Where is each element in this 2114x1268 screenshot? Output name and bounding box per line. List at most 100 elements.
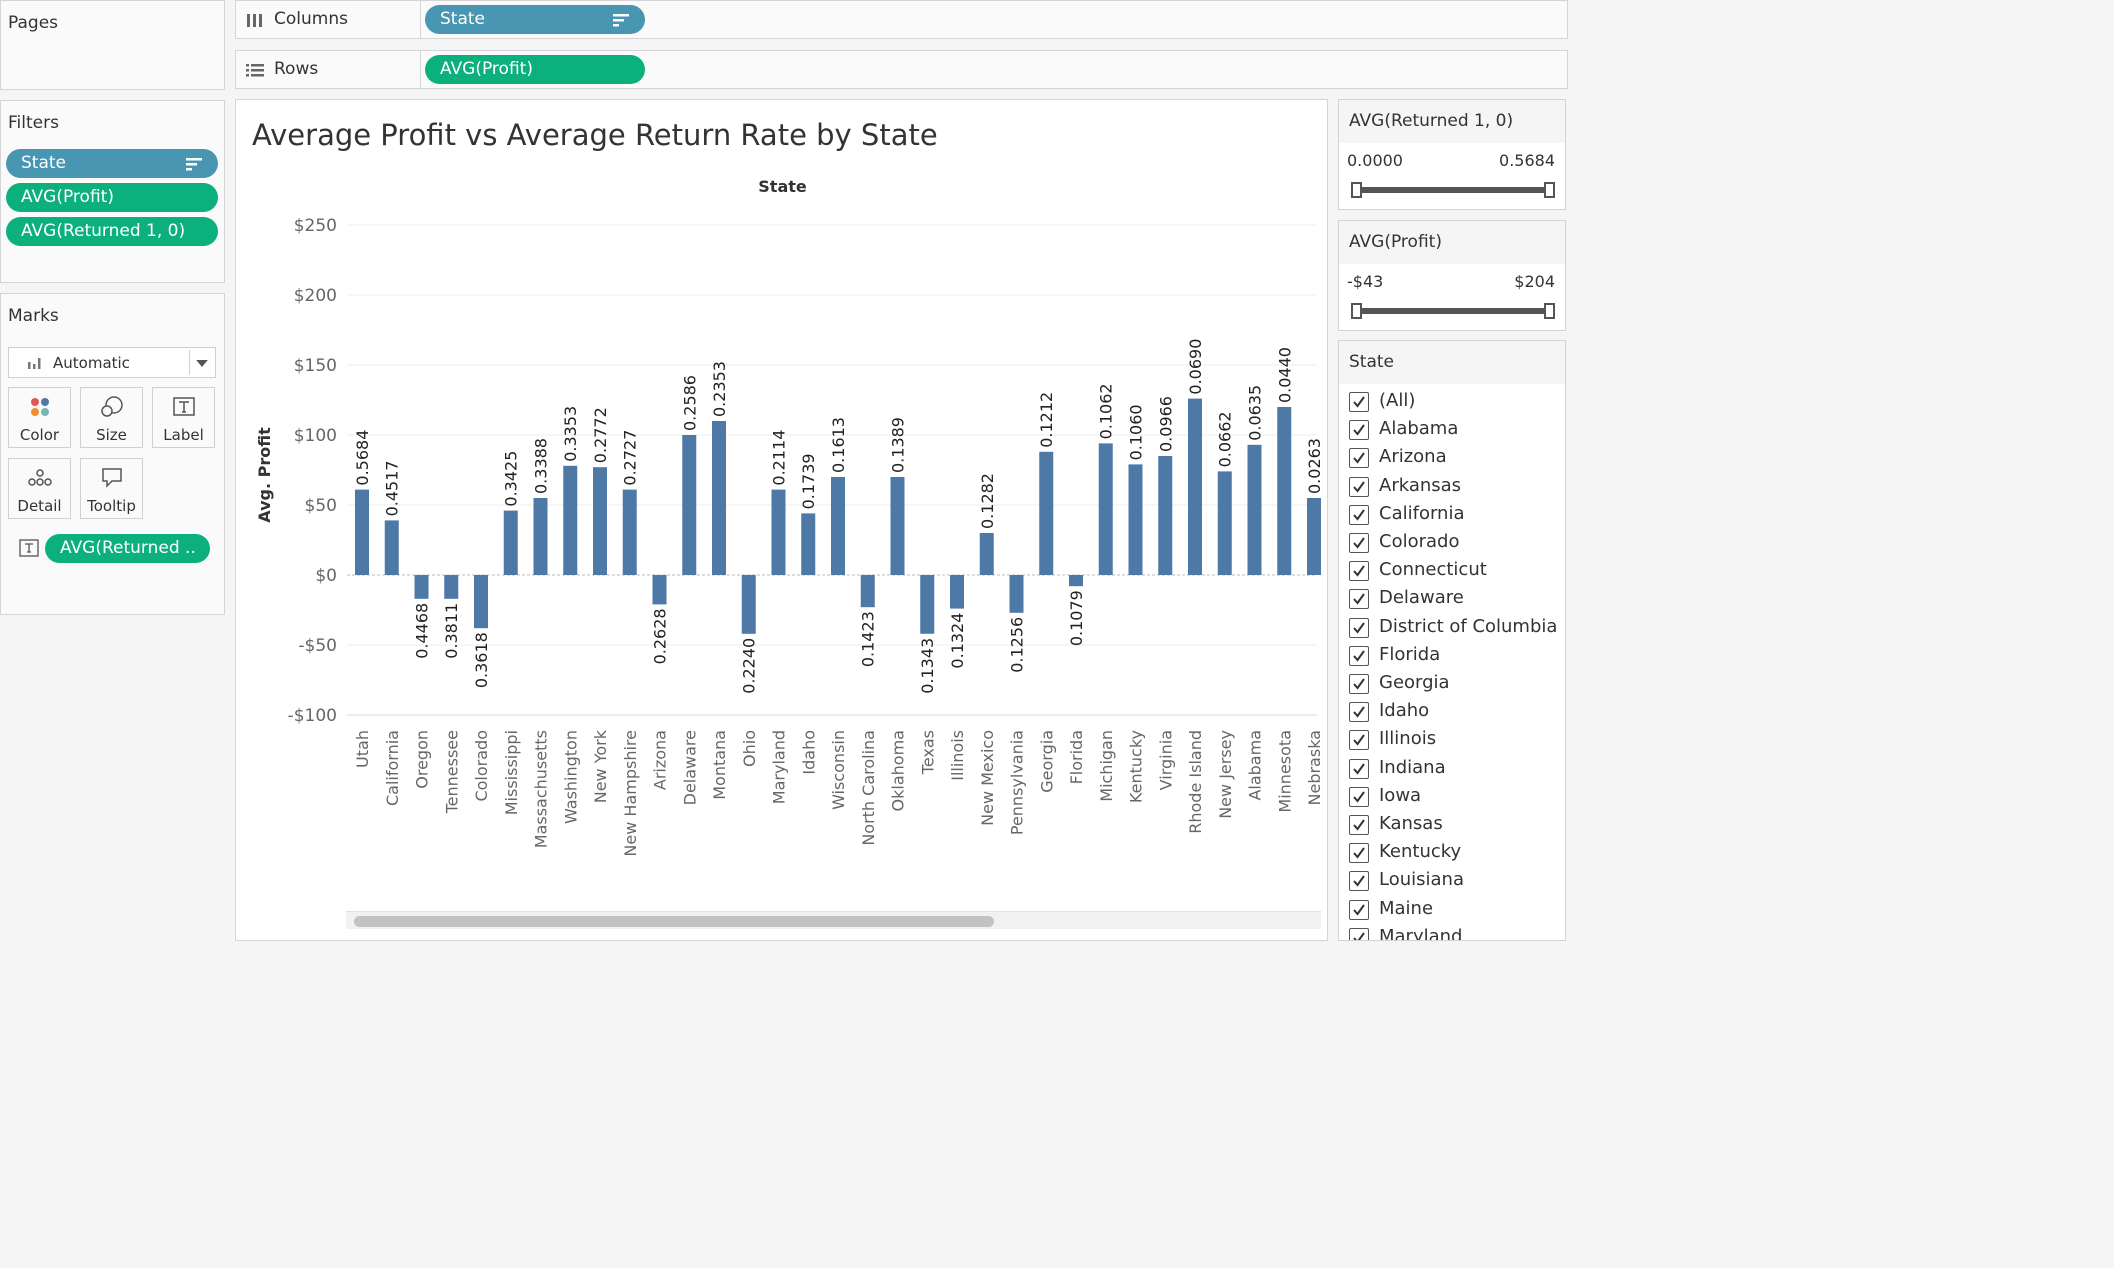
bar[interactable] <box>474 575 488 629</box>
columns-shelf[interactable]: Columns State <box>235 0 1568 39</box>
size-button[interactable]: Size <box>80 387 143 448</box>
checkbox[interactable] <box>1349 533 1369 553</box>
bar[interactable] <box>384 520 399 575</box>
bar[interactable] <box>1217 471 1232 575</box>
detail-button[interactable]: Detail <box>8 458 71 519</box>
checkbox[interactable] <box>1349 617 1369 638</box>
state-checkbox-label: Iowa <box>1379 784 1422 806</box>
state-checkbox-label: Georgia <box>1379 672 1450 693</box>
checkbox[interactable] <box>1349 504 1369 525</box>
columns-pill-state[interactable]: State <box>425 5 645 34</box>
filter-pill-state[interactable]: State <box>6 149 218 178</box>
x-tick-label: New Hampshire <box>621 730 640 857</box>
bar[interactable] <box>741 575 756 634</box>
filter-pill-avg-profit[interactable]: AVG(Profit) <box>6 183 218 212</box>
checkmark-icon <box>1353 932 1365 940</box>
bar[interactable] <box>801 513 816 575</box>
bar[interactable] <box>950 575 964 609</box>
returned-slider-max-handle[interactable] <box>1544 182 1555 198</box>
checkbox[interactable] <box>1349 702 1369 723</box>
checkbox[interactable] <box>1349 561 1369 582</box>
state-checkbox-label: Idaho <box>1379 700 1430 722</box>
x-tick-label: Idaho <box>799 730 818 775</box>
pages-shelf[interactable]: Pages <box>0 0 225 90</box>
filter-pill-avg-returned[interactable]: AVG(Returned 1, 0) <box>6 217 218 246</box>
checkmark-icon <box>1353 678 1365 690</box>
bar[interactable] <box>622 489 637 575</box>
data-label: 0.3811 <box>442 603 461 659</box>
checkbox[interactable] <box>1349 589 1369 610</box>
mark-type-label: Automatic <box>53 354 130 372</box>
bar[interactable] <box>593 467 607 575</box>
data-label: 0.2353 <box>710 361 729 417</box>
y-tick-label: $200 <box>294 286 337 306</box>
bar[interactable] <box>1009 575 1024 613</box>
profit-slider-max-handle[interactable] <box>1544 303 1555 319</box>
bar[interactable] <box>355 489 369 575</box>
checkbox[interactable] <box>1349 871 1369 892</box>
x-tick-label: Arizona <box>651 730 670 790</box>
checkmark-icon <box>1353 452 1365 464</box>
checkbox[interactable] <box>1349 843 1369 864</box>
checkbox[interactable] <box>1349 645 1369 666</box>
bar[interactable] <box>1307 498 1321 575</box>
checkbox[interactable] <box>1349 476 1369 497</box>
bar[interactable] <box>920 575 935 634</box>
rows-shelf[interactable]: Rows AVG(Profit) <box>235 50 1568 89</box>
checkbox[interactable] <box>1349 815 1369 835</box>
mark-type-dropdown[interactable]: Automatic <box>8 347 216 378</box>
bar[interactable] <box>563 465 578 575</box>
checkbox[interactable] <box>1349 730 1369 751</box>
checkbox[interactable] <box>1349 758 1369 779</box>
bar[interactable] <box>1188 398 1202 575</box>
bar[interactable] <box>414 575 429 599</box>
state-checkbox-label: Maryland <box>1379 925 1463 941</box>
bar[interactable] <box>890 477 905 575</box>
returned-slider-min-handle[interactable] <box>1351 182 1362 198</box>
bar[interactable] <box>1039 451 1054 575</box>
horizontal-scrollbar[interactable] <box>346 911 1321 929</box>
bar[interactable] <box>1158 456 1173 575</box>
bar[interactable] <box>652 575 667 605</box>
filters-shelf[interactable]: Filters State AVG(Profit) AVG(Returned 1… <box>0 100 225 283</box>
scrollbar-thumb[interactable] <box>354 916 994 927</box>
data-label: 0.5684 <box>353 430 372 486</box>
label-button[interactable]: Label <box>152 387 215 448</box>
bar[interactable] <box>1098 443 1113 575</box>
bar[interactable] <box>979 533 994 575</box>
profit-slider-min-handle[interactable] <box>1351 303 1362 319</box>
bar[interactable] <box>1128 464 1143 575</box>
profit-slider[interactable] <box>1351 303 1555 319</box>
color-label: Color <box>19 426 60 444</box>
checkbox[interactable] <box>1349 899 1369 920</box>
checkbox[interactable] <box>1349 786 1369 807</box>
checkbox[interactable] <box>1349 927 1369 940</box>
columns-icon <box>247 14 262 27</box>
bar[interactable] <box>1247 444 1262 575</box>
bar[interactable] <box>771 489 786 575</box>
rows-pill-avg-profit[interactable]: AVG(Profit) <box>425 55 645 84</box>
bar[interactable] <box>1069 575 1083 587</box>
tooltip-button[interactable]: Tooltip <box>80 458 143 519</box>
bar[interactable] <box>682 435 697 575</box>
data-label: 0.3618 <box>472 632 491 688</box>
bar[interactable] <box>444 575 459 599</box>
bar[interactable] <box>712 421 726 575</box>
checkbox[interactable] <box>1349 420 1369 441</box>
text-label-icon <box>173 397 195 416</box>
label-pill-avg-returned[interactable]: AVG(Returned .. <box>45 534 210 563</box>
bar[interactable] <box>533 498 548 575</box>
checkmark-icon <box>1353 622 1365 634</box>
bar[interactable] <box>1277 407 1292 575</box>
checkbox[interactable] <box>1349 448 1369 469</box>
bar[interactable] <box>831 477 845 575</box>
checkbox[interactable] <box>1349 392 1369 412</box>
rows-pill-label: AVG(Profit) <box>440 59 533 79</box>
checkbox[interactable] <box>1349 674 1369 694</box>
bar[interactable] <box>860 575 875 608</box>
color-button[interactable]: Color <box>8 387 71 448</box>
returned-slider[interactable] <box>1351 182 1555 198</box>
state-checkbox-label: Florida <box>1379 643 1441 665</box>
bar[interactable] <box>503 510 518 575</box>
state-checkbox-label: Louisiana <box>1379 869 1464 891</box>
